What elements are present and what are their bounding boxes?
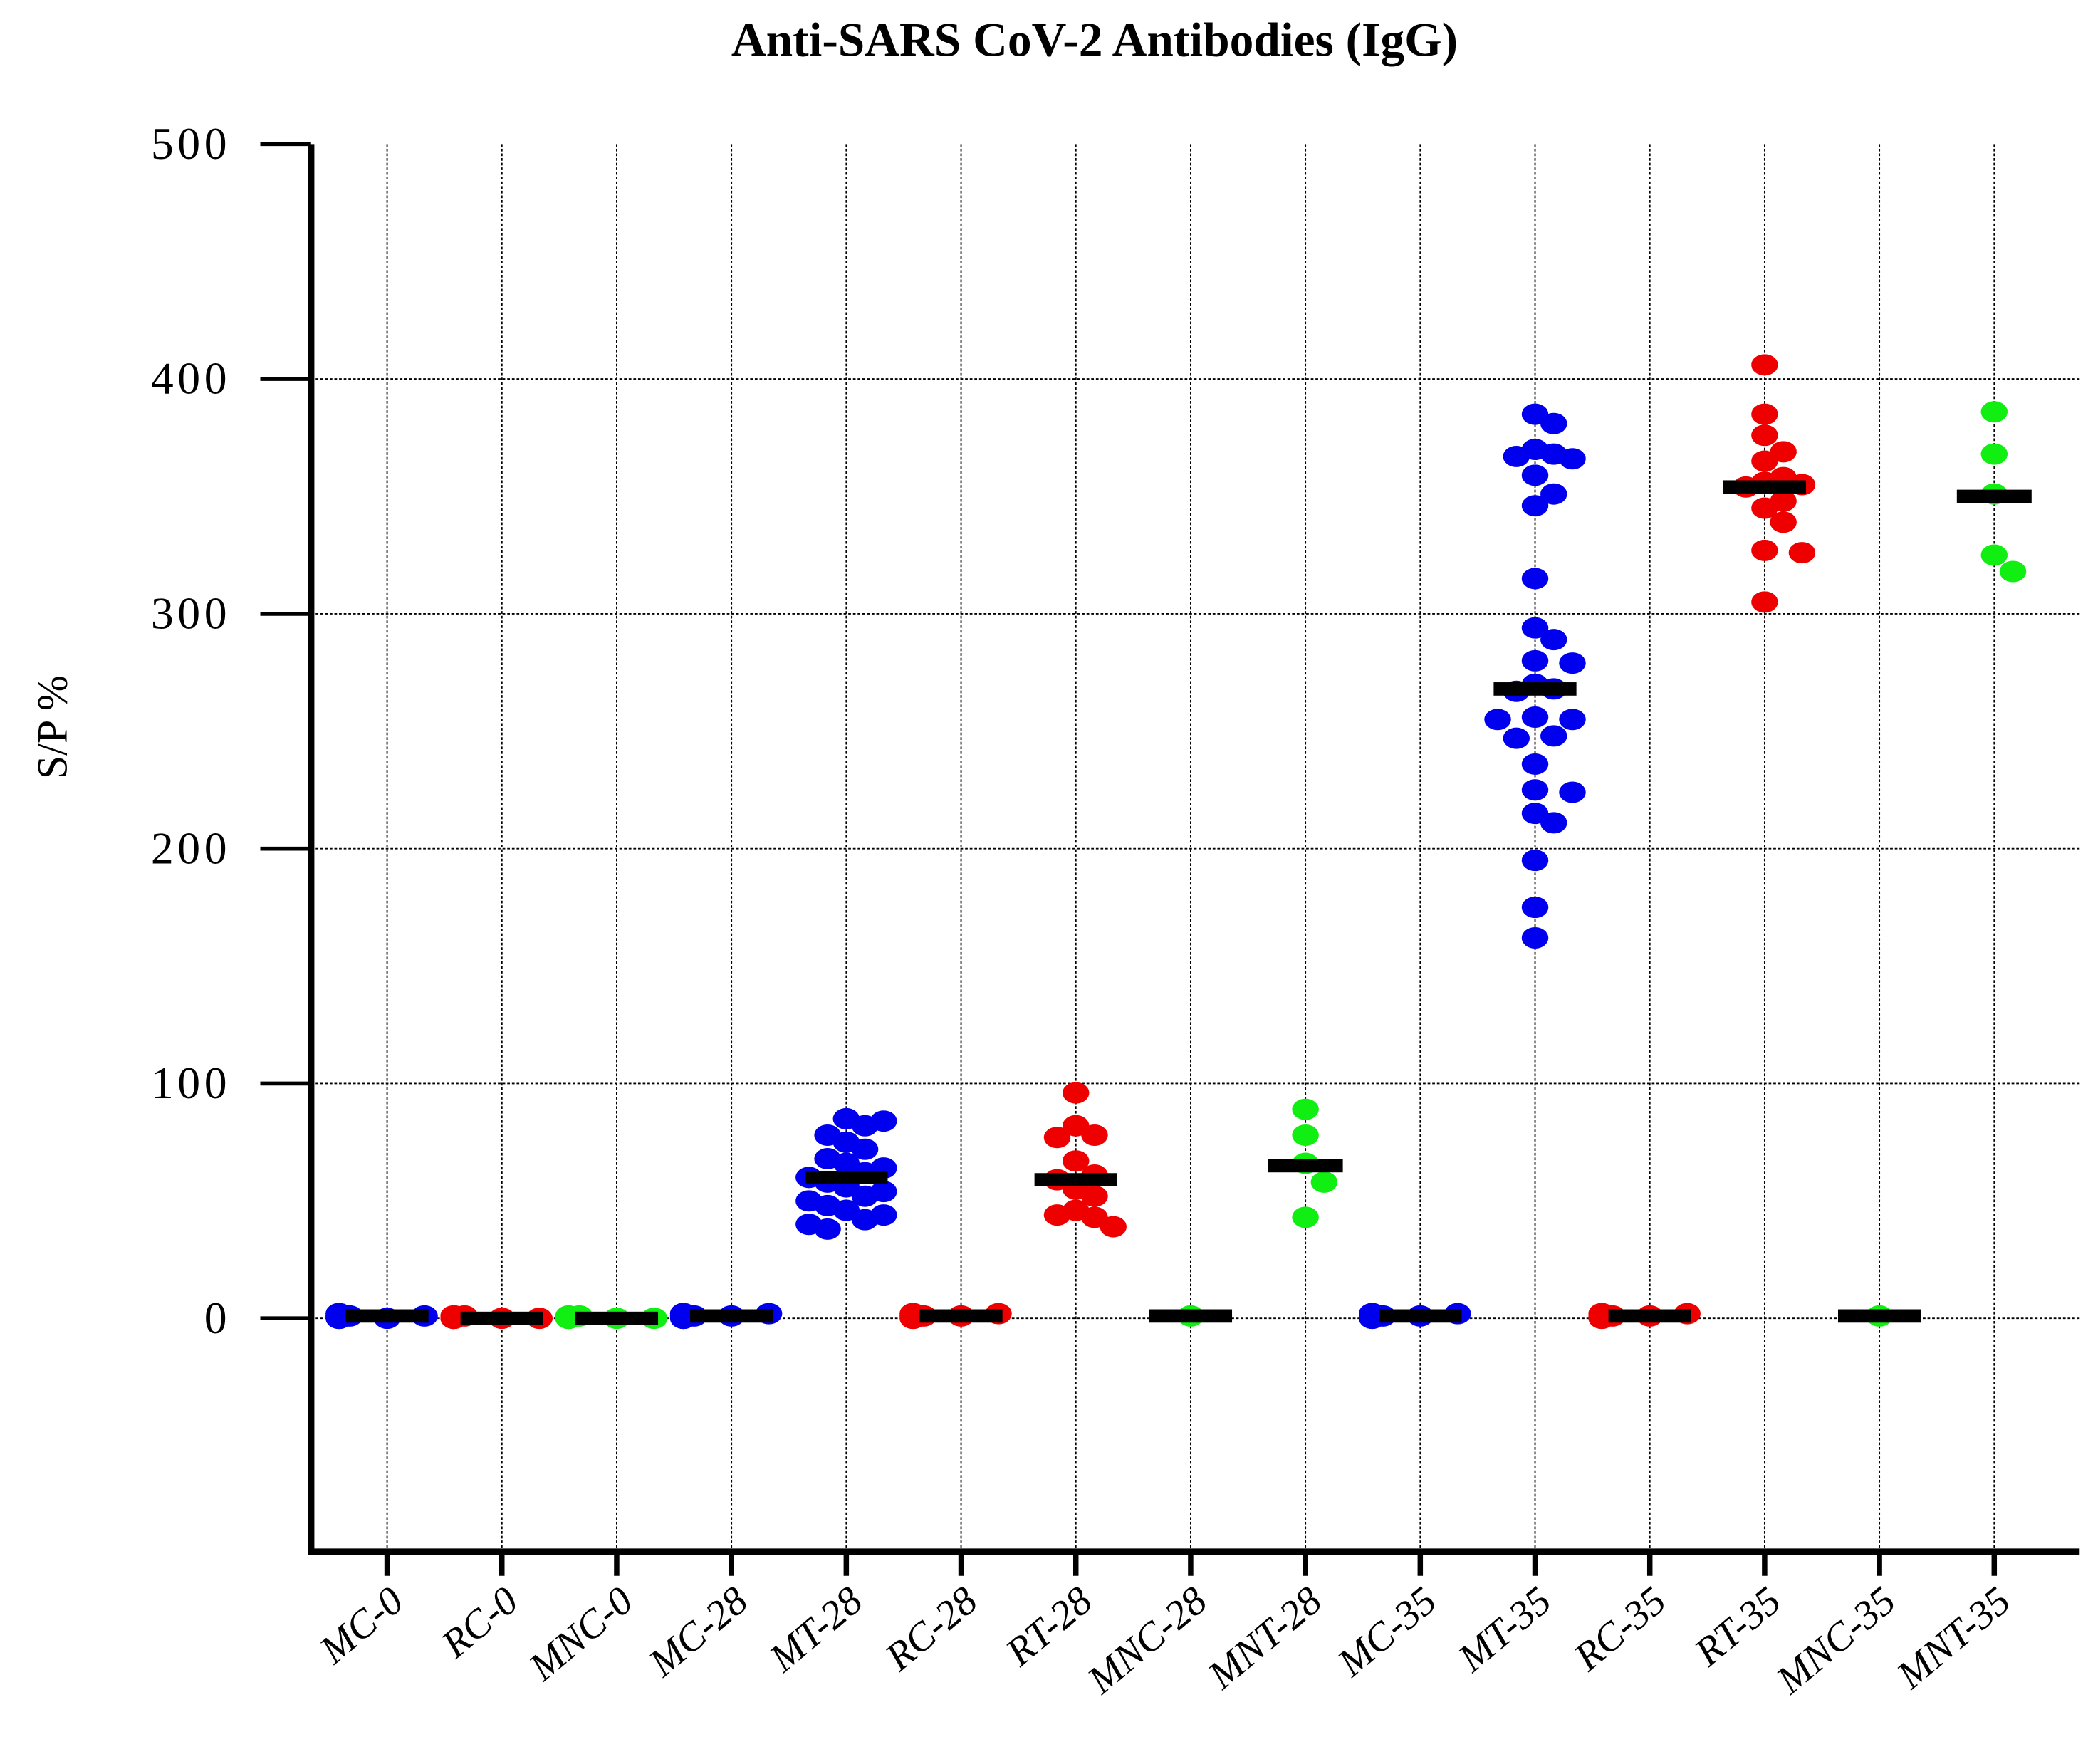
x-tick-label: MC-0 xyxy=(311,1579,412,1673)
data-point xyxy=(1521,927,1549,949)
median-bar xyxy=(919,1309,1003,1323)
data-point xyxy=(1751,403,1778,425)
data-point xyxy=(1540,483,1567,505)
data-point xyxy=(1559,652,1586,674)
median-bar xyxy=(1034,1173,1117,1186)
data-point xyxy=(814,1218,841,1240)
data-point xyxy=(1503,445,1530,467)
x-tick-label: RT-35 xyxy=(1686,1579,1789,1676)
data-point xyxy=(851,1115,879,1137)
data-point xyxy=(1100,1216,1127,1238)
data-point xyxy=(1062,1082,1090,1104)
x-tick-label: MT-35 xyxy=(1449,1579,1560,1681)
data-point xyxy=(1521,617,1549,639)
data-point xyxy=(555,1308,583,1330)
data-point xyxy=(1751,354,1778,376)
data-point xyxy=(1062,1150,1090,1172)
data-point xyxy=(1081,1124,1108,1146)
data-points xyxy=(325,354,2027,1330)
data-point xyxy=(1521,850,1549,872)
median-bar xyxy=(1837,1309,1921,1323)
x-tick-label: RC-28 xyxy=(877,1579,986,1680)
data-point xyxy=(1043,1127,1071,1149)
y-tick-label: 200 xyxy=(151,823,231,873)
data-point xyxy=(1503,727,1530,749)
data-point xyxy=(1540,725,1567,747)
median-bar xyxy=(1956,489,2032,503)
data-point xyxy=(1751,497,1778,519)
x-tick-label: MC-35 xyxy=(1329,1579,1445,1686)
x-tick-label: MT-28 xyxy=(761,1579,871,1681)
data-point xyxy=(1521,568,1549,590)
data-point xyxy=(1980,544,2008,566)
data-point xyxy=(1292,1124,1319,1146)
x-tick-label: RC-0 xyxy=(433,1579,527,1667)
median-bar xyxy=(1608,1309,1691,1323)
median-bar xyxy=(805,1170,888,1184)
x-tick-label: MNC-35 xyxy=(1768,1579,1904,1703)
data-point xyxy=(1540,812,1567,834)
data-point xyxy=(1310,1171,1338,1193)
x-tick-label: MNC-0 xyxy=(521,1579,642,1691)
data-point xyxy=(1081,1185,1108,1207)
median-bar xyxy=(1723,480,1807,494)
data-point xyxy=(851,1185,879,1207)
median-bar xyxy=(460,1311,543,1325)
data-point xyxy=(1999,560,2027,583)
data-point xyxy=(1751,424,1778,447)
data-point xyxy=(851,1209,879,1231)
gridlines xyxy=(310,144,2080,1552)
data-point xyxy=(1521,649,1549,672)
data-point xyxy=(1788,542,1816,564)
data-point xyxy=(1751,539,1778,561)
data-point xyxy=(1980,443,2008,465)
median-bars xyxy=(345,480,2032,1325)
chart-title: Anti-SARS CoV-2 Antibodies (IgG) xyxy=(731,14,1458,67)
data-point xyxy=(1521,495,1549,517)
median-bar xyxy=(1149,1309,1233,1323)
median-bar xyxy=(1268,1159,1343,1173)
data-point xyxy=(1540,412,1567,434)
x-tick-label: RT-28 xyxy=(997,1579,1100,1676)
median-bar xyxy=(575,1311,659,1325)
data-point xyxy=(1484,709,1511,731)
axes: 0 100 200 300 400 500 xyxy=(151,118,2080,1576)
data-point xyxy=(1559,781,1586,803)
x-tick-label: MNC-28 xyxy=(1079,1579,1215,1703)
y-tick-label: 300 xyxy=(151,588,231,639)
data-point xyxy=(1559,448,1586,470)
x-tick-label: MNT-35 xyxy=(1888,1579,2018,1698)
data-point xyxy=(1980,401,2008,423)
data-point xyxy=(1521,706,1549,728)
data-point xyxy=(851,1138,879,1160)
y-axis-label: S/P % xyxy=(29,675,76,779)
data-point xyxy=(1770,511,1797,533)
median-bar xyxy=(1493,682,1577,696)
data-point xyxy=(1521,897,1549,919)
x-tick-label: MC-28 xyxy=(640,1579,756,1686)
data-point xyxy=(1751,450,1778,472)
data-point xyxy=(1292,1098,1319,1120)
median-bar xyxy=(1379,1309,1462,1323)
median-bar xyxy=(345,1309,429,1323)
data-point xyxy=(1521,779,1549,801)
data-point xyxy=(1292,1206,1319,1228)
y-tick-label: 400 xyxy=(151,353,231,404)
data-point xyxy=(1043,1204,1071,1226)
y-tick-label: 100 xyxy=(151,1058,231,1108)
data-point xyxy=(1540,629,1567,651)
x-tick-label: MNT-28 xyxy=(1199,1579,1330,1698)
data-point xyxy=(1751,591,1778,613)
y-tick-label: 500 xyxy=(151,118,231,169)
data-point xyxy=(1521,753,1549,775)
data-point xyxy=(1559,709,1586,731)
x-tick-label: RC-35 xyxy=(1565,1579,1674,1680)
data-point xyxy=(1521,464,1549,486)
median-bar xyxy=(690,1309,773,1323)
y-tick-label: 0 xyxy=(204,1293,231,1343)
